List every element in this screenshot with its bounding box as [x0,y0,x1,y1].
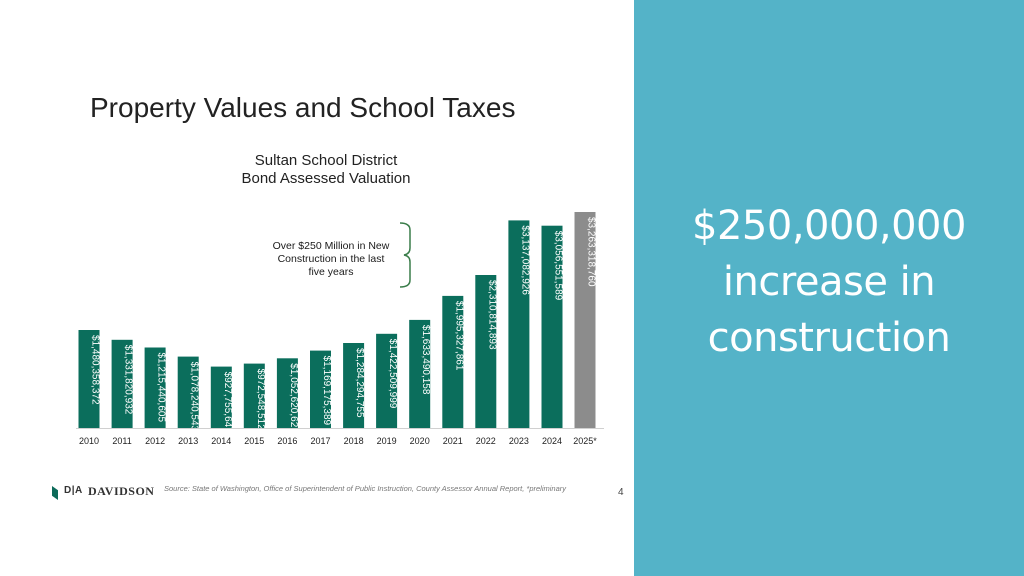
bar-2015 [243,363,265,428]
logo-wordmark: DAVIDSON [88,484,155,498]
data-label-2015: $972,548,512 [255,369,266,431]
data-label-2013: $1,078,240,543 [189,362,200,432]
x-tick-label: 2024 [542,436,562,446]
callout-panel: $250,000,000 increase in construction [634,0,1024,576]
bar-2011 [111,339,133,428]
chart-subtitle-line-2: Bond Assessed Valuation [241,170,411,187]
slide-content-panel: Property Values and School Taxes Sultan … [50,92,624,504]
x-tick-label: 2021 [443,436,463,446]
x-tick-label: 2018 [344,436,364,446]
data-label-2014: $927,755,647 [222,372,233,434]
bar-2018 [343,343,365,428]
x-tick-label: 2023 [509,436,529,446]
callout-line-2: increase in [722,259,936,305]
data-label-2011: $1,331,820,932 [123,345,134,415]
bar-2022 [475,275,497,428]
bar-2013 [177,356,199,428]
data-label-2019: $1,422,509,999 [387,339,398,409]
data-label-2022: $2,310,814,893 [486,280,497,350]
x-tick-label: 2017 [310,436,330,446]
bar-2012 [144,347,166,428]
logo-da: D|A [64,485,83,496]
bar-2010 [78,330,100,428]
data-label-2021: $1,995,327,861 [453,301,464,371]
data-label-2010: $1,480,358,372 [90,335,101,405]
x-tick-label: 2012 [145,436,165,446]
data-label-2023: $3,137,082,926 [519,225,530,295]
x-tick-label: 2015 [244,436,264,446]
annotation-bracket-icon [399,222,411,288]
bar-2017 [310,350,331,428]
data-label-2016: $1,052,620,621 [288,363,299,433]
source-note: Source: State of Washington, Office of S… [164,484,567,493]
x-tick-label: 2020 [410,436,430,446]
bar-2024 [541,225,563,428]
bar-2025-preliminary [574,212,596,428]
x-tick-label: 2016 [277,436,297,446]
x-tick-label: 2014 [211,436,231,446]
x-tick-label: 2025* [573,436,597,446]
bar-2014 [210,366,232,428]
data-label-2012: $1,215,440,605 [156,353,167,423]
slide-title: Property Values and School Taxes [90,92,516,123]
bar-2016 [276,358,298,428]
callout-line-1: $250,000,000 [692,203,966,249]
x-tick-label: 2019 [377,436,397,446]
data-label-2017: $1,169,175,389 [321,356,332,426]
company-logo: D|A DAVIDSON [50,482,154,504]
callout-line-3: construction [707,315,951,361]
bar-2020 [409,319,431,428]
data-label-2024: $3,056,551,589 [553,231,564,301]
data-label-2018: $1,284,294,755 [354,348,365,418]
chart-subtitle-line-1: Sultan School District [254,152,398,169]
x-tick-label: 2011 [112,436,131,446]
x-tick-label: 2010 [79,436,99,446]
bar-2019 [376,333,398,428]
x-tick-label: 2013 [178,436,198,446]
callout-text: $250,000,000 increase in construction [634,198,1024,366]
data-label-2020: $1,633,490,158 [420,325,431,395]
bar-chart: $1,480,358,372 $1,331,820,932 $1,215,440,6… [76,212,604,446]
x-tick-label: 2022 [476,436,496,446]
chart-subtitle: Sultan School District Bond Assessed Val… [208,152,444,188]
chart-annotation: Over $250 Million in New Construction in… [272,240,390,278]
bar-2023 [508,220,530,428]
data-label-2025-preliminary: $3,263,318,760 [586,217,597,287]
bar-2021 [442,295,464,428]
page-number: 4 [618,487,624,498]
logo-mark-icon [52,486,58,500]
